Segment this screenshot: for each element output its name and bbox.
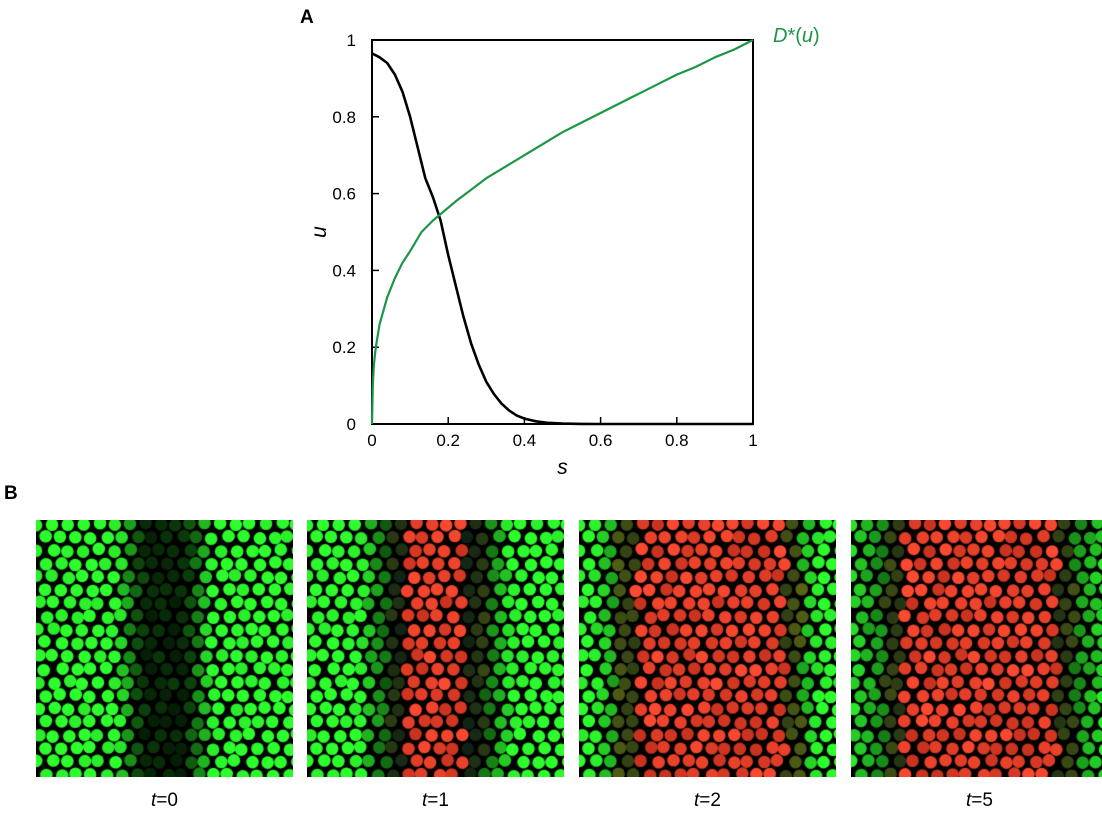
snapshot-1-image xyxy=(307,520,564,777)
x-tick-label: 0 xyxy=(367,431,376,450)
time-value: =5 xyxy=(971,790,993,811)
series-line-0 xyxy=(371,52,753,426)
y-tick-label: 1 xyxy=(347,31,356,50)
x-tick-label: 0.2 xyxy=(436,431,460,450)
snapshot-2 xyxy=(579,520,836,777)
time-variable: t xyxy=(966,790,972,811)
y-tick-label: 0.6 xyxy=(332,185,356,204)
time-value: =0 xyxy=(156,790,178,811)
y-tick-label: 0.8 xyxy=(332,108,356,127)
line-chart: 0 0.2 0.4 0.6 0.8 1 0 0.2 0.4 0.6 0.8 1 s u D*(u) xyxy=(308,25,820,479)
y-tick-label: 0 xyxy=(347,415,356,434)
x-tick-label: 1 xyxy=(748,431,757,450)
snapshot-0-image xyxy=(36,520,293,777)
curve-label: D*(u) xyxy=(773,25,820,47)
snapshot-1-label: t=1 xyxy=(307,790,564,812)
x-tick-label: 0.8 xyxy=(665,431,689,450)
y-tick-label: 0.4 xyxy=(332,261,356,280)
snapshot-3-image xyxy=(851,520,1102,777)
snapshot-1 xyxy=(307,520,564,777)
x-axis-label: s xyxy=(557,456,568,479)
series-line-1 xyxy=(370,39,754,425)
panel-a-label: A xyxy=(300,7,314,28)
snapshot-2-label: t=2 xyxy=(579,790,836,812)
snapshot-0-label: t=0 xyxy=(36,790,293,812)
plot-frame xyxy=(371,39,754,425)
snapshot-2-image xyxy=(579,520,836,777)
time-value: =2 xyxy=(699,790,721,811)
panel-b-label: B xyxy=(4,483,18,504)
y-axis-label: u xyxy=(308,226,331,238)
y-tick-label: 0.2 xyxy=(332,338,356,357)
snapshot-0 xyxy=(36,520,293,777)
time-variable: t xyxy=(151,790,157,811)
snapshot-3 xyxy=(851,520,1102,777)
time-variable: t xyxy=(422,790,428,811)
x-tick-label: 0.6 xyxy=(589,431,613,450)
time-variable: t xyxy=(694,790,700,811)
time-value: =1 xyxy=(427,790,449,811)
x-tick-label: 0.4 xyxy=(513,431,537,450)
snapshot-3-label: t=5 xyxy=(851,790,1102,812)
